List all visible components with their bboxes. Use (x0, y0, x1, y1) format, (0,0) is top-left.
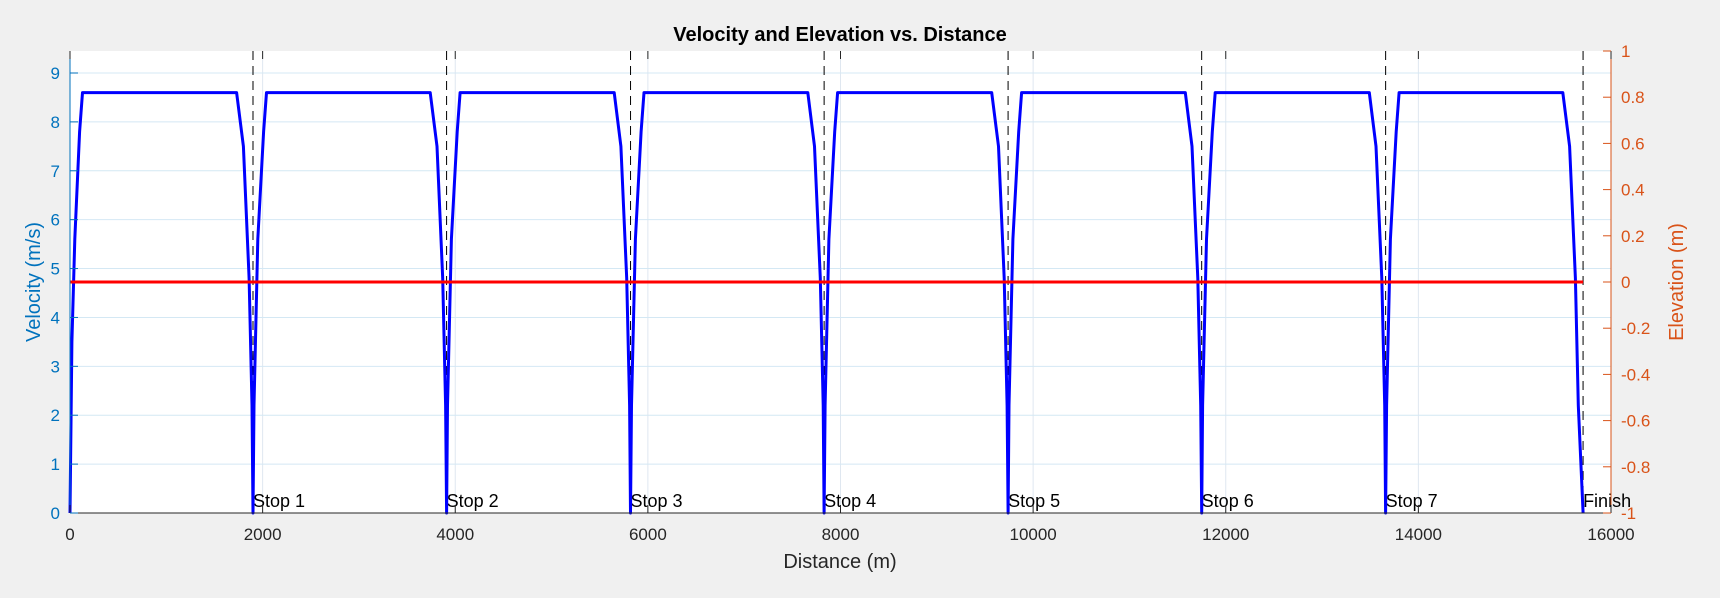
x-tick-label: 6000 (629, 525, 667, 544)
y-left-tick-label: 6 (51, 211, 60, 230)
chart-title: Velocity and Elevation vs. Distance (673, 24, 1006, 46)
y-left-tick-label: 1 (51, 455, 60, 474)
y-right-tick-label: 0 (1621, 273, 1630, 292)
stop-label: Stop 2 (447, 491, 499, 511)
y-left-tick-label: 4 (51, 308, 60, 327)
stop-label: Stop 6 (1202, 491, 1254, 511)
y-axis-left-label: Velocity (m/s) (23, 222, 45, 342)
y-right-tick-label: -0.4 (1621, 365, 1650, 384)
y-right-tick-label: 0.6 (1621, 134, 1645, 153)
stop-label: Stop 4 (824, 491, 876, 511)
y-left-tick-label: 8 (51, 113, 60, 132)
x-tick-label: 12000 (1202, 525, 1249, 544)
y-right-tick-label: -1 (1621, 504, 1636, 523)
y-right-tick-label: 0.4 (1621, 181, 1645, 200)
y-right-tick-label: -0.2 (1621, 319, 1650, 338)
x-axis-label: Distance (m) (783, 551, 896, 573)
y-right-tick-label: 0.8 (1621, 88, 1645, 107)
y-left-tick-label: 7 (51, 162, 60, 181)
axes (69, 50, 1612, 514)
stop-label: Stop 7 (1386, 491, 1438, 511)
stop-label: Stop 5 (1008, 491, 1060, 511)
x-tick-label: 0 (65, 525, 74, 544)
y-left-tick-label: 2 (51, 406, 60, 425)
y-right-tick-label: -0.6 (1621, 412, 1650, 431)
y-left-tick-label: 3 (51, 357, 60, 376)
y-right-tick-label: 0.2 (1621, 227, 1645, 246)
y-axis-right-label: Elevation (m) (1666, 223, 1688, 341)
tick-labels: 0 2000 4000 6000 8000 10000 12000 14000 16000 0 1 2… (51, 42, 1651, 544)
y-right-tick-label: 1 (1621, 42, 1630, 61)
x-tick-label: 4000 (436, 525, 474, 544)
y-left-tick-label: 9 (51, 64, 60, 83)
x-tick-label: 14000 (1395, 525, 1442, 544)
y-right-tick-label: -0.8 (1621, 458, 1650, 477)
x-tick-label: 2000 (244, 525, 282, 544)
y-left-tick-label: 5 (51, 260, 60, 279)
y-left-tick-label: 0 (51, 504, 60, 523)
stop-label: Stop 1 (253, 491, 305, 511)
stop-label: Stop 3 (631, 491, 683, 511)
x-tick-label: 16000 (1587, 525, 1634, 544)
x-tick-label: 10000 (1009, 525, 1056, 544)
stop-label: Finish (1583, 491, 1631, 511)
x-tick-label: 8000 (822, 525, 860, 544)
